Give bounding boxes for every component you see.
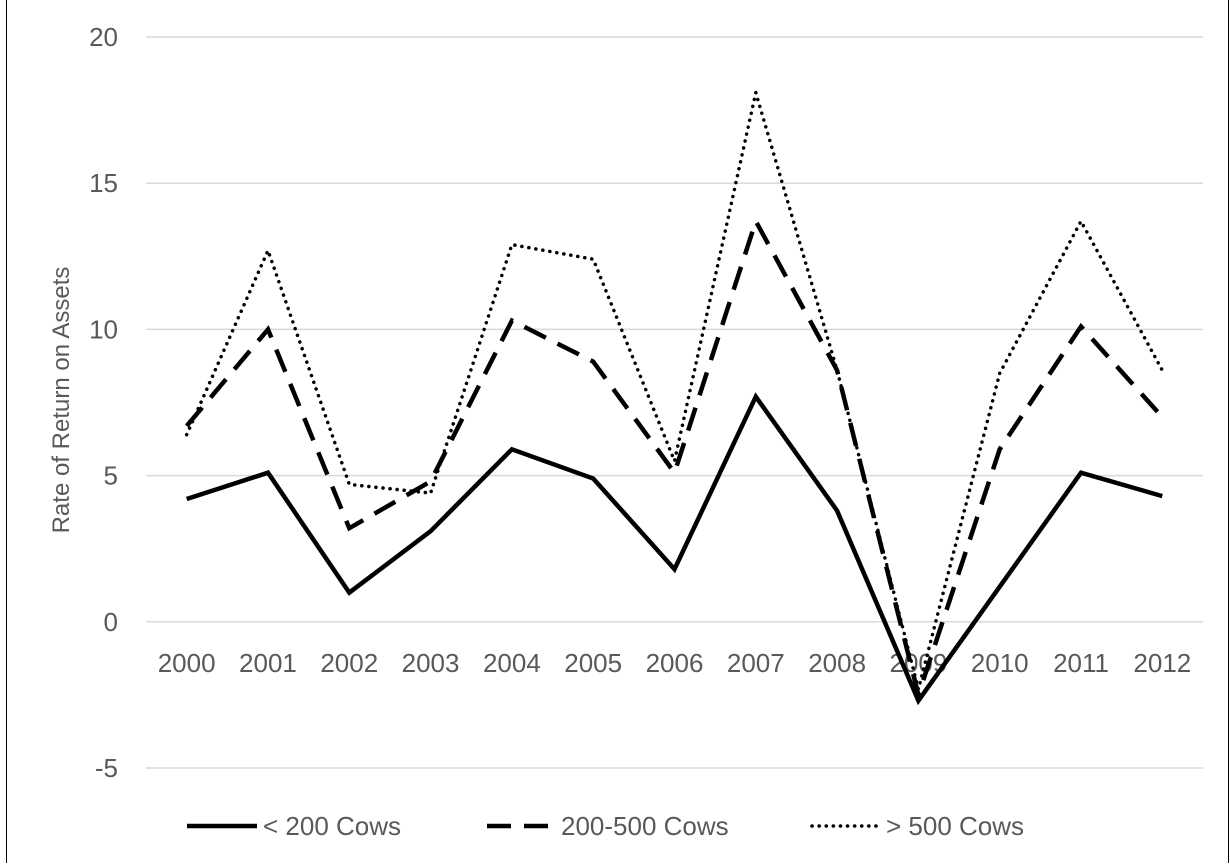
y-axis: -5 0 5 10 15 20 — [89, 22, 118, 783]
x-tick-label: 2005 — [564, 648, 622, 678]
x-tick-label: 2004 — [483, 648, 541, 678]
y-tick-label: 20 — [89, 22, 118, 52]
x-axis: 2000 2001 2002 2003 2004 2005 2006 2007 2008 2009… — [158, 648, 1192, 678]
y-tick-label: -5 — [95, 753, 118, 783]
frame-right-border — [1228, 0, 1229, 863]
legend-label-1: < 200 Cows — [263, 811, 401, 841]
x-tick-label: 2001 — [239, 648, 297, 678]
y-tick-label: 15 — [89, 168, 118, 198]
gridlines — [146, 36, 1203, 769]
frame-left-border — [6, 0, 7, 863]
legend-label-2: 200-500 Cows — [561, 811, 729, 841]
x-tick-label: 2010 — [971, 648, 1029, 678]
y-tick-label: 10 — [89, 314, 118, 344]
series-line-2 — [184, 215, 1164, 703]
x-tick-label: 2011 — [1053, 648, 1109, 678]
y-axis-label: Rate of Return on Assets — [48, 267, 75, 534]
legend: < 200 Cows 200-500 Cows > 500 Cows — [187, 811, 1024, 841]
legend-label-3: > 500 Cows — [886, 811, 1024, 841]
x-tick-label: 2008 — [808, 648, 866, 678]
series-line-1 — [186, 392, 1163, 706]
x-tick-label: 2003 — [402, 648, 460, 678]
x-tick-label: 2007 — [727, 648, 785, 678]
x-tick-label: 2000 — [158, 648, 216, 678]
series-line-3 — [184, 92, 1165, 690]
y-tick-label: 5 — [104, 461, 118, 491]
chart-title — [0, 0, 1230, 10]
x-tick-label: 2002 — [320, 648, 378, 678]
series-lines — [184, 92, 1165, 706]
x-tick-label: 2012 — [1133, 648, 1191, 678]
x-tick-label: 2006 — [646, 648, 704, 678]
y-tick-label: 0 — [104, 607, 118, 637]
